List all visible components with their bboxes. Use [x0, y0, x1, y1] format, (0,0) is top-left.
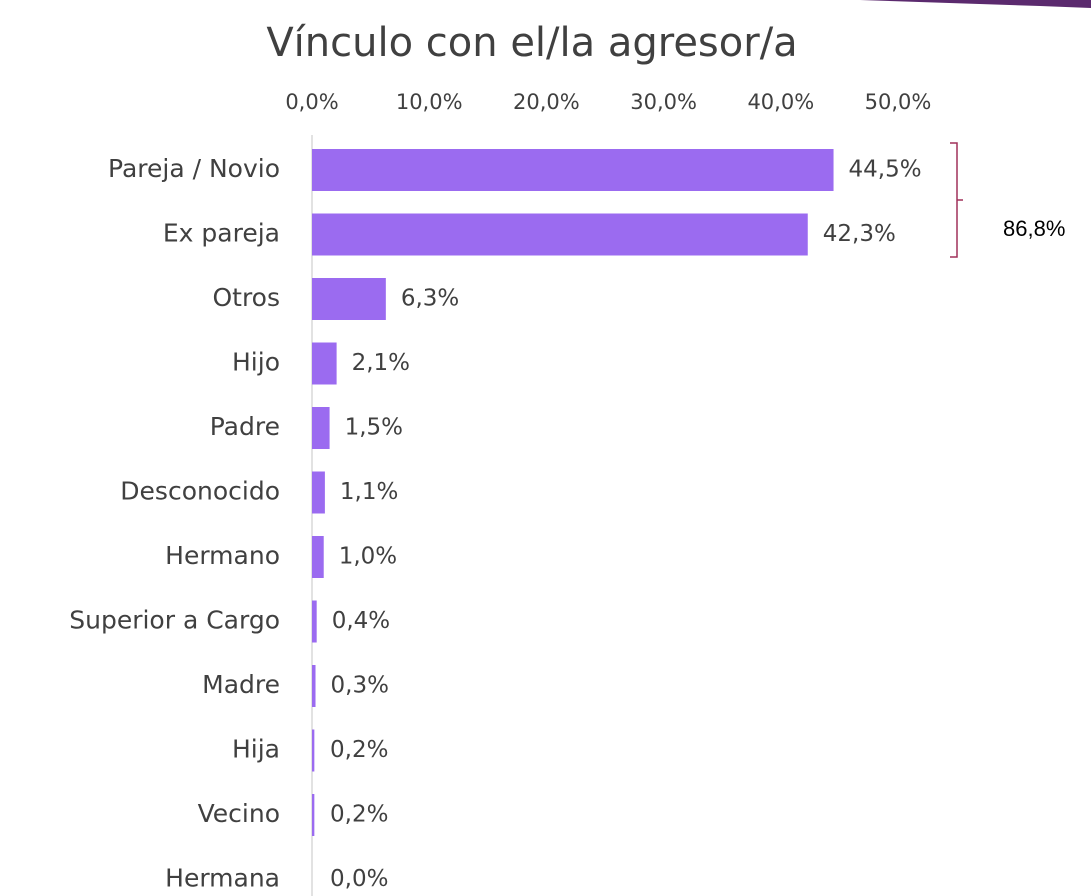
annotation: 86,8%	[1003, 216, 1065, 241]
data-label: 0,2%	[330, 737, 388, 763]
data-label: 0,0%	[330, 866, 388, 892]
bar	[312, 278, 386, 320]
data-label: 2,1%	[352, 350, 410, 376]
y-tick-label: Desconocido	[120, 477, 280, 506]
data-label: 1,5%	[345, 415, 403, 441]
data-label: 0,3%	[331, 673, 389, 699]
data-label: 6,3%	[401, 286, 459, 312]
bar	[312, 149, 834, 191]
x-tick-label: 50,0%	[865, 90, 932, 114]
x-tick-label: 20,0%	[513, 90, 580, 114]
y-tick-label: Pareja / Novio	[108, 154, 280, 183]
x-tick-label: 40,0%	[747, 90, 814, 114]
data-label: 0,2%	[330, 802, 388, 828]
y-tick-label: Superior a Cargo	[69, 606, 280, 635]
bar	[312, 665, 316, 707]
bar	[312, 794, 315, 836]
y-tick-label: Vecino	[198, 799, 280, 828]
y-tick-label: Hija	[232, 735, 280, 764]
y-tick-label: Hermano	[165, 541, 280, 570]
y-tick-label: Madre	[202, 670, 280, 699]
data-label: 44,5%	[849, 157, 922, 183]
x-tick-label: 30,0%	[630, 90, 697, 114]
data-label: 0,4%	[332, 608, 390, 634]
bracket	[950, 142, 963, 258]
y-tick-label: Otros	[212, 283, 280, 312]
bar	[312, 600, 317, 643]
data-label: 1,1%	[340, 479, 398, 505]
bar	[312, 729, 315, 772]
y-tick-label: Hermana	[165, 864, 280, 893]
data-label: 42,3%	[823, 221, 896, 247]
x-tick-label: 10,0%	[396, 90, 463, 114]
bar	[312, 536, 324, 578]
bar	[312, 213, 808, 256]
data-label: 1,0%	[339, 544, 397, 570]
bar	[312, 342, 337, 385]
y-tick-label: Ex pareja	[163, 219, 280, 248]
x-tick-label: 0,0%	[285, 90, 338, 114]
y-tick-label: Padre	[210, 412, 280, 441]
bar	[312, 407, 330, 449]
decor-stripe	[860, 0, 1091, 8]
bar	[312, 471, 325, 514]
chart-title: Vínculo con el/la agresor/a	[266, 20, 797, 66]
y-tick-label: Hijo	[232, 348, 280, 377]
